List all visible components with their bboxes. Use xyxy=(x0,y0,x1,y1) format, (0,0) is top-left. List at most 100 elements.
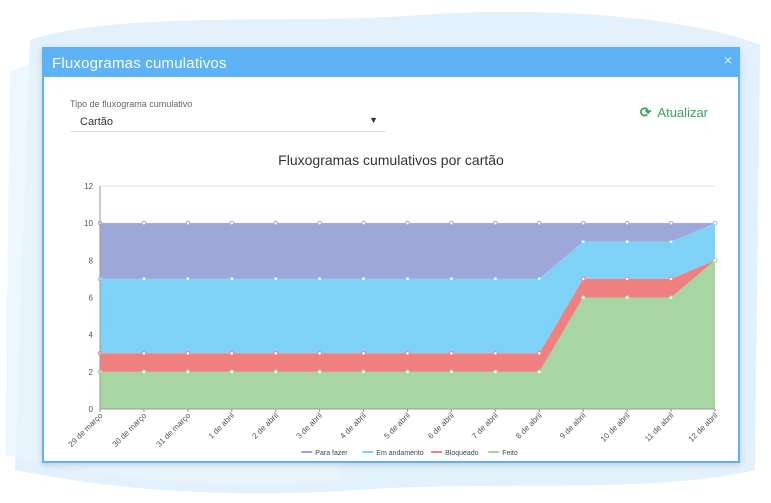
point-todo[interactable] xyxy=(185,220,191,226)
chart-title: Fluxogramas cumulativos por cartão xyxy=(278,152,504,168)
point-done[interactable] xyxy=(273,369,279,375)
point-doing[interactable] xyxy=(712,220,718,226)
point-todo[interactable] xyxy=(141,220,147,226)
point-doing[interactable] xyxy=(361,276,366,282)
point-doing[interactable] xyxy=(536,276,542,282)
x-tick-label: 3 de abril xyxy=(294,411,324,441)
point-done[interactable] xyxy=(361,369,366,375)
x-tick-label: 10 de abril xyxy=(599,411,632,444)
x-tick-label: 31 de março xyxy=(154,411,192,449)
point-doing[interactable] xyxy=(317,276,322,282)
legend-swatch-doing xyxy=(362,451,374,453)
diagram-type-value: Cartão xyxy=(80,116,114,128)
point-done[interactable] xyxy=(141,369,147,375)
point-done[interactable] xyxy=(712,258,718,263)
point-done[interactable] xyxy=(405,369,410,375)
legend-swatch-todo xyxy=(301,451,313,453)
diagram-type-label: Tipo de fluxograma cumulativo xyxy=(70,99,193,109)
point-blocked[interactable] xyxy=(624,276,630,282)
point-blocked[interactable] xyxy=(668,276,674,282)
dialog-title: Fluxogramas cumulativos xyxy=(52,55,227,72)
point-blocked[interactable] xyxy=(229,350,235,356)
point-done[interactable] xyxy=(624,295,630,300)
y-tick-label: 6 xyxy=(89,294,94,303)
point-done[interactable] xyxy=(580,295,586,300)
refresh-label: Atualizar xyxy=(657,105,708,120)
area-todo xyxy=(100,223,715,279)
point-todo[interactable] xyxy=(536,220,542,226)
point-done[interactable] xyxy=(317,369,322,375)
point-blocked[interactable] xyxy=(317,350,322,356)
point-doing[interactable] xyxy=(624,239,630,245)
point-done[interactable] xyxy=(229,369,235,375)
point-todo[interactable] xyxy=(449,220,454,226)
cumulative-flow-chart: 0 2 4 6 8 10 12 29 de março 30 de março 31 de mar… xyxy=(67,182,720,457)
point-done[interactable] xyxy=(536,369,542,375)
point-done[interactable] xyxy=(449,369,454,375)
point-done[interactable] xyxy=(185,369,191,375)
x-tick-label: 8 de abril xyxy=(514,411,544,441)
point-blocked[interactable] xyxy=(273,350,279,356)
dialog-header: Fluxogramas cumulativos × xyxy=(44,49,738,77)
point-doing[interactable] xyxy=(229,276,235,282)
point-blocked[interactable] xyxy=(580,276,586,282)
point-doing[interactable] xyxy=(141,276,147,282)
legend-label-blocked[interactable]: Bloqueado xyxy=(445,450,479,457)
point-todo[interactable] xyxy=(405,220,410,226)
y-tick-label: 0 xyxy=(89,405,94,414)
point-blocked[interactable] xyxy=(141,350,147,356)
point-doing[interactable] xyxy=(273,276,279,282)
point-doing[interactable] xyxy=(185,276,191,282)
point-todo[interactable] xyxy=(668,220,674,226)
x-tick-label: 29 de março xyxy=(67,411,105,449)
point-todo[interactable] xyxy=(361,220,366,226)
refresh-button[interactable]: ⟳ Atualizar xyxy=(640,104,708,121)
legend-label-todo[interactable]: Para fazer xyxy=(315,450,348,457)
y-tick-label: 10 xyxy=(84,219,93,228)
point-blocked[interactable] xyxy=(361,350,366,356)
x-tick-label: 4 de abril xyxy=(338,411,368,441)
y-tick-label: 4 xyxy=(89,331,94,340)
y-tick-label: 8 xyxy=(89,256,94,265)
point-doing[interactable] xyxy=(405,276,410,282)
refresh-icon: ⟳ xyxy=(639,104,652,120)
y-tick-label: 2 xyxy=(89,368,94,377)
x-tick-label: 12 de abril xyxy=(687,411,720,444)
point-done[interactable] xyxy=(668,295,674,300)
point-doing[interactable] xyxy=(449,276,454,282)
point-blocked[interactable] xyxy=(493,350,498,356)
area-doing xyxy=(100,223,715,354)
point-doing[interactable] xyxy=(668,239,674,245)
point-done[interactable] xyxy=(493,369,498,375)
point-doing[interactable] xyxy=(580,239,586,245)
x-tick-label: 1 de abril xyxy=(207,411,237,441)
x-tick-label: 9 de abril xyxy=(558,411,588,441)
point-todo[interactable] xyxy=(273,220,279,226)
diagram-type-select[interactable]: Cartão ▼ xyxy=(70,114,386,132)
cumulative-flow-dialog: Fluxogramas cumulativos × Tipo de fluxog… xyxy=(42,47,740,463)
point-todo[interactable] xyxy=(624,220,630,226)
legend-label-doing[interactable]: Em andamento xyxy=(376,450,424,457)
chevron-down-icon: ▼ xyxy=(369,115,378,125)
legend-swatch-blocked xyxy=(431,451,443,453)
legend-swatch-done xyxy=(488,451,500,453)
point-blocked[interactable] xyxy=(536,350,542,356)
point-blocked[interactable] xyxy=(449,350,454,356)
point-blocked[interactable] xyxy=(405,350,410,356)
point-todo[interactable] xyxy=(317,220,322,226)
area-blocked xyxy=(100,260,715,372)
point-todo[interactable] xyxy=(580,220,586,226)
point-blocked[interactable] xyxy=(185,350,191,356)
legend-label-done[interactable]: Feito xyxy=(502,450,518,457)
area-done xyxy=(100,260,715,409)
x-tick-label: 6 de abril xyxy=(426,411,456,441)
x-tick-label: 30 de março xyxy=(111,411,149,449)
close-icon[interactable]: × xyxy=(723,52,732,68)
x-tick-label: 7 de abril xyxy=(470,411,500,441)
point-todo[interactable] xyxy=(229,220,235,226)
point-todo[interactable] xyxy=(493,220,498,226)
y-tick-label: 12 xyxy=(84,182,93,191)
point-doing[interactable] xyxy=(493,276,498,282)
x-tick-label: 5 de abril xyxy=(382,411,412,441)
x-tick-label: 2 de abril xyxy=(250,411,280,441)
